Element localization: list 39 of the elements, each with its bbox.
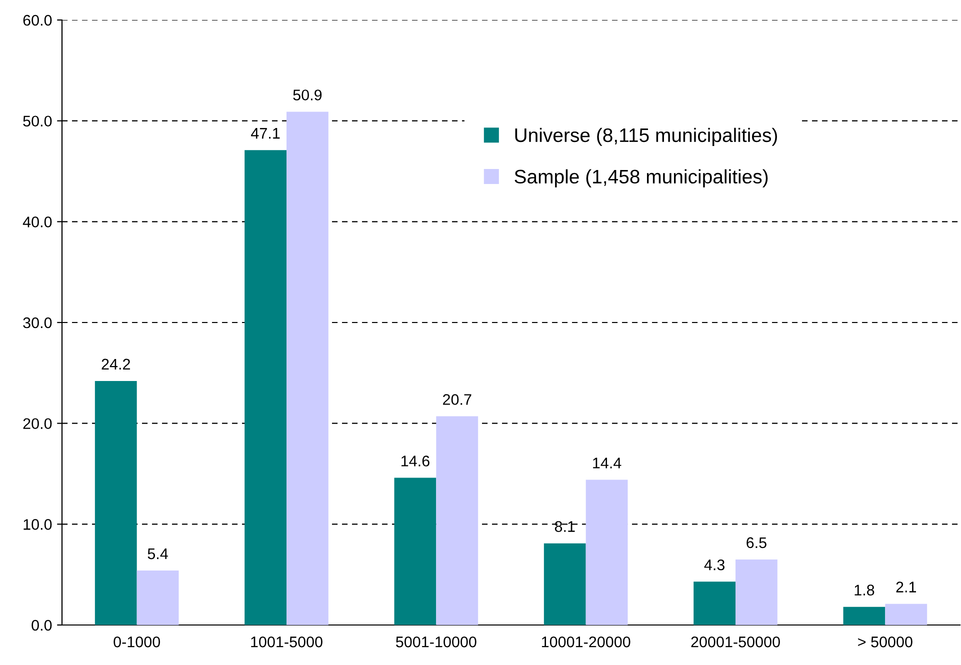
x-tick-label: 0-1000 (114, 636, 160, 648)
data-label: 8.1 (554, 521, 575, 532)
y-tick-label: 10.0 (24, 519, 52, 530)
y-tick-label: 0.0 (32, 620, 52, 631)
data-label: 24.2 (102, 358, 130, 370)
x-tick-label: 10001-20000 (542, 636, 630, 648)
bar (843, 606, 886, 625)
data-label: 4.3 (704, 559, 724, 570)
x-tick-label: > 50000 (858, 636, 912, 648)
data-label: 47.1 (251, 128, 280, 139)
data-label: 14.4 (593, 458, 622, 468)
x-tick-label: 20001-50000 (691, 636, 780, 648)
bar (544, 543, 586, 625)
data-label: 2.1 (896, 582, 916, 592)
data-label: 6.5 (746, 537, 766, 548)
bar (885, 604, 928, 625)
data-label: 1.8 (854, 584, 874, 596)
x-tick-label: 5001-10000 (396, 636, 476, 648)
bar (694, 582, 736, 625)
bar (244, 150, 286, 625)
bar (736, 559, 778, 625)
y-tick-label: 30.0 (23, 317, 52, 328)
x-tick-label: 1001-5000 (251, 636, 322, 648)
legend-label: Universe (8,115 municipalities) (515, 128, 777, 146)
y-tick-label: 20.0 (23, 418, 52, 430)
bar (94, 380, 137, 625)
data-label: 5.4 (148, 548, 168, 560)
data-label: 14.6 (402, 456, 430, 466)
y-tick-label: 50.0 (23, 116, 52, 127)
data-label: 20.7 (443, 394, 472, 405)
bar (286, 112, 328, 625)
y-tick-label: 60.0 (23, 14, 52, 26)
bar (436, 416, 478, 625)
y-tick-label: 40.0 (22, 216, 52, 228)
bar (586, 480, 628, 625)
bar (136, 570, 179, 625)
bar (394, 478, 436, 625)
legend-label: Sample (1,458 municipalities) (514, 169, 768, 188)
data-label: 50.9 (293, 90, 322, 100)
